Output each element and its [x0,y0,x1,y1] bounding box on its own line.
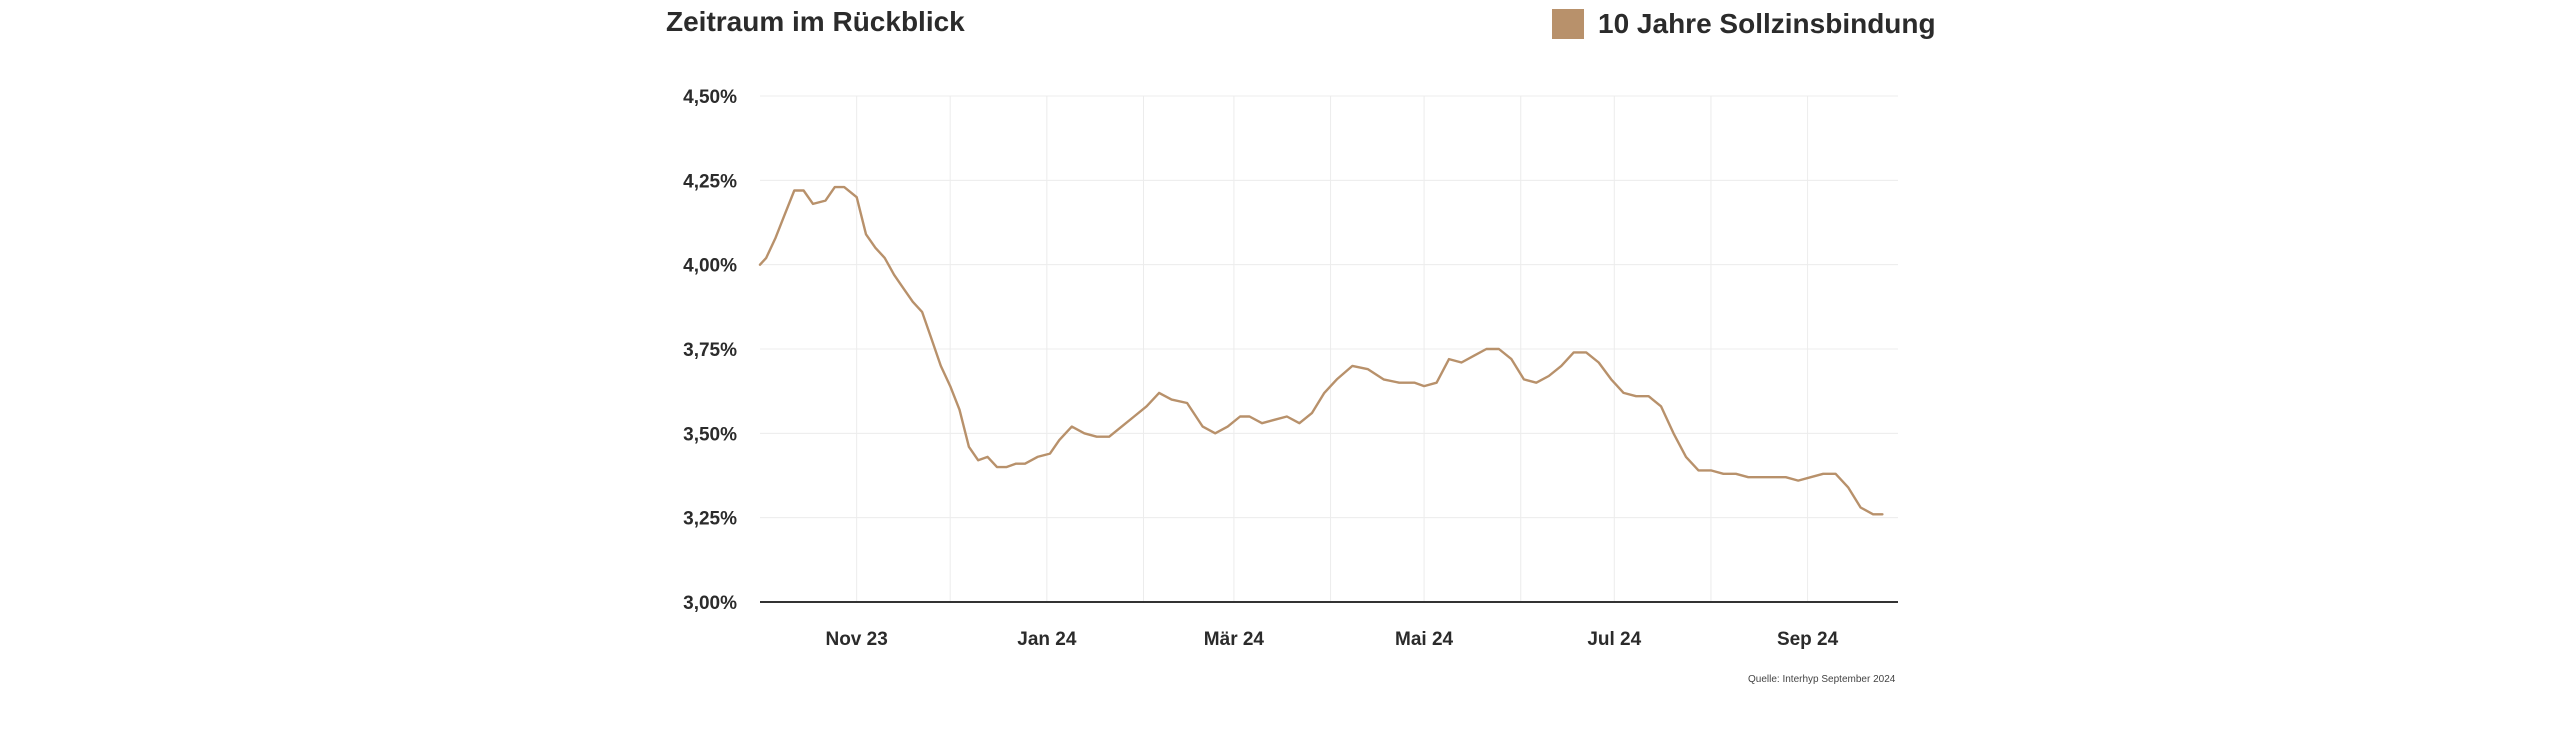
legend-label: 10 Jahre Sollzinsbindung [1598,8,1936,39]
y-tick-label: 4,50% [683,87,737,108]
x-tick-label: Mär 24 [1204,629,1265,650]
y-tick-label: 4,00% [683,256,737,277]
x-tick-label: Jan 24 [1017,629,1077,650]
y-tick-label: 3,00% [683,593,737,614]
y-tick-label: 4,25% [683,171,737,192]
grid [760,95,1898,602]
x-tick-label: Nov 23 [825,629,887,650]
y-axis: 3,00% 3,25% 3,50% 3,75% 4,00% 4,25% 4,50% [683,87,737,614]
source-note: Quelle: Interhyp September 2024 [1748,674,1896,685]
legend: 10 Jahre Sollzinsbindung [1552,8,1936,40]
legend-swatch [1552,9,1584,39]
series-layer [758,185,1884,516]
x-axis: Nov 23 Jan 24 Mär 24 Mai 24 Jul 24 Sep 24 [760,601,1898,650]
series-line [758,185,1884,516]
x-tick-label: Sep 24 [1777,629,1839,650]
y-tick-label: 3,25% [683,509,737,530]
chart-title: Zeitraum im Rückblick [666,6,965,37]
y-tick-label: 3,75% [683,340,737,361]
y-tick-label: 3,50% [683,424,737,445]
x-tick-label: Jul 24 [1587,629,1641,650]
x-tick-label: Mai 24 [1395,629,1454,650]
